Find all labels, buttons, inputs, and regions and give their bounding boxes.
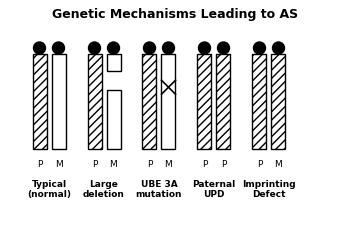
Bar: [33, 55, 47, 149]
Circle shape: [253, 43, 266, 55]
Bar: [252, 55, 266, 149]
Bar: [272, 55, 286, 149]
Text: P: P: [92, 159, 97, 168]
Text: P: P: [147, 159, 152, 168]
Circle shape: [144, 43, 155, 55]
Circle shape: [162, 43, 175, 55]
Text: P: P: [37, 159, 42, 168]
Text: P: P: [202, 159, 207, 168]
Bar: [106, 55, 120, 72]
Text: Large
deletion: Large deletion: [83, 179, 125, 199]
Bar: [106, 91, 120, 149]
Bar: [217, 55, 231, 149]
Text: UBE 3A
mutation: UBE 3A mutation: [136, 179, 182, 199]
Text: P: P: [257, 159, 262, 168]
Text: M: M: [55, 159, 62, 168]
Circle shape: [89, 43, 100, 55]
Text: P: P: [221, 159, 226, 168]
Circle shape: [273, 43, 285, 55]
Text: M: M: [110, 159, 117, 168]
Text: M: M: [164, 159, 172, 168]
Bar: [161, 55, 175, 149]
Bar: [88, 55, 102, 149]
Text: Genetic Mechanisms Leading to AS: Genetic Mechanisms Leading to AS: [52, 8, 298, 21]
Circle shape: [34, 43, 46, 55]
Circle shape: [52, 43, 64, 55]
Circle shape: [198, 43, 210, 55]
Circle shape: [107, 43, 119, 55]
Bar: [197, 55, 211, 149]
Text: M: M: [275, 159, 282, 168]
Bar: [142, 55, 156, 149]
Text: Paternal
UPD: Paternal UPD: [193, 179, 236, 199]
Text: Typical
(normal): Typical (normal): [27, 179, 71, 199]
Text: Imprinting
Defect: Imprinting Defect: [242, 179, 296, 199]
Bar: [51, 55, 65, 149]
Circle shape: [217, 43, 230, 55]
